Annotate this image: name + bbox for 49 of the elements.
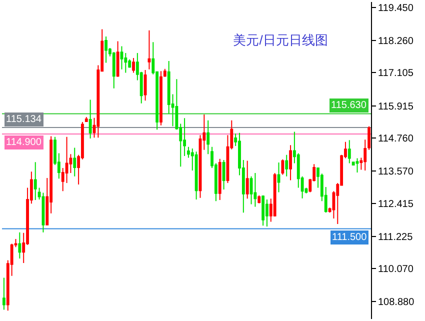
candlestick xyxy=(73,147,76,177)
candlestick xyxy=(356,158,359,173)
candlestick xyxy=(281,158,284,176)
ref-line-label: 111.500 xyxy=(332,232,368,243)
candlestick xyxy=(160,70,162,126)
candlestick xyxy=(144,69,147,102)
candlestick xyxy=(277,162,280,193)
y-tick-label: 114.760 xyxy=(378,133,414,144)
candlestick xyxy=(218,158,222,201)
candlestick xyxy=(266,199,268,228)
candlestick xyxy=(262,194,265,226)
candlestick xyxy=(88,99,92,139)
y-tick-label: 112.415 xyxy=(378,198,414,210)
candlestick xyxy=(104,36,108,64)
candlestick xyxy=(148,30,151,70)
y-tick-label: 108.880 xyxy=(378,297,415,308)
candlestick xyxy=(112,52,116,89)
candlestick xyxy=(194,151,198,200)
y-tick-label: 111.225 xyxy=(378,232,414,243)
candlestick xyxy=(18,232,22,260)
candlestick xyxy=(163,68,166,78)
y-tick-label: 117.105 xyxy=(378,68,414,80)
y-tick-label: 118.260 xyxy=(378,36,414,47)
ref-line-label: 114.900 xyxy=(6,137,42,148)
candlestick xyxy=(132,57,135,74)
candlestick xyxy=(34,162,37,201)
candlestick xyxy=(289,144,292,181)
candlestick xyxy=(348,140,351,164)
text: 美元/日元日线图 xyxy=(233,32,328,48)
y-tick-label: 115.915 xyxy=(378,101,414,112)
candlestick xyxy=(2,277,6,310)
candlestick xyxy=(116,40,120,78)
candlestick xyxy=(285,154,288,177)
y-tick-label: 119.450 xyxy=(378,2,414,14)
candlestick xyxy=(42,192,45,233)
candlestick xyxy=(364,139,367,172)
candlestick xyxy=(250,176,253,205)
y-tick-label: 113.570 xyxy=(378,166,414,178)
ref-line-label: 115.134 xyxy=(6,114,42,125)
candlestick xyxy=(222,159,226,190)
candlestick xyxy=(246,160,249,200)
candlestick xyxy=(258,194,261,204)
candlestick xyxy=(206,120,210,155)
candlestick xyxy=(84,116,88,123)
candlestick xyxy=(120,46,124,70)
candlestick xyxy=(254,172,257,208)
candlestick xyxy=(368,126,370,150)
y-tick-label: 110.070 xyxy=(378,264,414,276)
ref-line-label: 115.630 xyxy=(331,100,367,111)
